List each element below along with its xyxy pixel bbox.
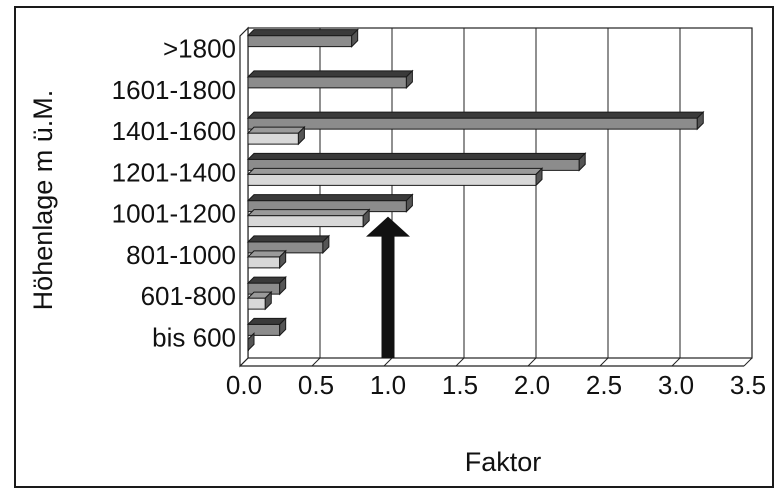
bar-front [247, 215, 364, 228]
bar-top [246, 194, 414, 202]
bar-side [279, 275, 287, 296]
bar-side [322, 234, 330, 255]
y-tick-label: 1201-1400 [112, 157, 236, 187]
chart-frame [14, 6, 774, 488]
bar-side [362, 208, 370, 228]
plot-side-wall [239, 26, 249, 368]
bar-side [535, 167, 543, 187]
chart-bars [246, 28, 705, 352]
x-tick-label: 2.5 [586, 370, 622, 400]
bar [246, 208, 371, 228]
bar-front [247, 117, 698, 130]
bar-top [246, 126, 306, 134]
bar-front [247, 297, 266, 310]
bar-side [696, 110, 704, 131]
x-tick-labels: 0.0 0.5 1.0 1.5 2.0 2.5 3.0 3.5 [226, 370, 766, 400]
floor-line [527, 357, 537, 367]
x-tick-label: 3.0 [658, 370, 694, 400]
floor-line [455, 357, 465, 367]
bar-top [246, 235, 331, 243]
y-tick-label: 1401-1600 [112, 116, 236, 146]
bar-top [246, 152, 587, 160]
y-tick-label: 1001-1200 [112, 199, 236, 229]
floor-line [743, 357, 753, 367]
y-tick-label: 1601-1800 [112, 75, 236, 105]
bar [246, 110, 705, 131]
bar-side [297, 125, 305, 146]
x-tick-label: 2.0 [514, 370, 550, 400]
bar-front [247, 256, 281, 269]
bar-side [264, 290, 272, 311]
y-tick-label: >1800 [163, 34, 236, 64]
reference-arrow [366, 216, 410, 358]
bar [246, 234, 331, 255]
bar-side [351, 28, 359, 48]
bar [246, 193, 414, 213]
bar-side [279, 317, 287, 337]
y-tick-label: 601-800 [141, 281, 236, 311]
arrow-shape [366, 216, 410, 358]
y-axis-label: Höhenlage m ü.M. [28, 90, 58, 311]
floor-line [311, 357, 321, 367]
bar-top [246, 209, 371, 217]
bar-front [247, 323, 281, 336]
bar [246, 167, 544, 187]
bar-front [247, 132, 299, 145]
bar-front [247, 173, 537, 186]
bar [246, 125, 306, 146]
bar-top [246, 70, 414, 78]
x-tick-label: 0.0 [226, 370, 262, 400]
x-tick-label: 1.5 [442, 370, 478, 400]
bar-side [578, 152, 586, 172]
bar-side [279, 249, 287, 270]
bar-side [247, 332, 255, 352]
bar-side [405, 193, 413, 213]
x-tick-label: 1.0 [370, 370, 406, 400]
bar [246, 290, 273, 311]
bar-front [247, 76, 407, 89]
floor-line [599, 357, 609, 367]
bar [247, 332, 255, 352]
y-tick-label: bis 600 [152, 322, 236, 352]
bar [246, 152, 587, 172]
bar-front [247, 35, 353, 48]
x-axis-label: Faktor [465, 447, 542, 477]
floor-line [671, 357, 681, 367]
bar [246, 275, 287, 296]
bar-top [246, 167, 544, 175]
y-tick-labels: bis 600 601-800 801-1000 1001-1200 1201-1400… [112, 34, 236, 353]
y-tick-label: 801-1000 [126, 240, 236, 270]
bar [246, 249, 287, 270]
bar-top [246, 111, 705, 119]
bar-top [246, 29, 359, 37]
bar-side [405, 69, 413, 90]
floor-line [383, 357, 393, 367]
x-tick-label: 0.5 [298, 370, 334, 400]
bar [246, 317, 287, 337]
bar [246, 69, 414, 90]
bar [246, 28, 359, 48]
x-tick-label: 3.5 [730, 370, 766, 400]
chart-grid [239, 26, 753, 368]
